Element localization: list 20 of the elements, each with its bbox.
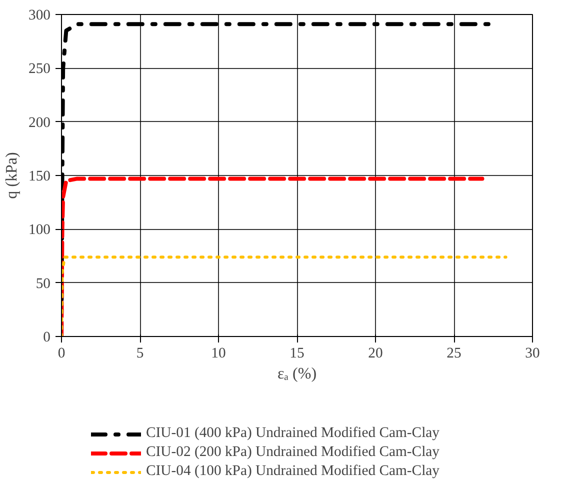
y-axis-title: q (kPa) [4, 152, 21, 199]
y-tick-label: 300 [28, 8, 50, 24]
line-series [62, 176, 484, 336]
legend-label: CIU-02 (200 kPa) Undrained Modified Cam-Clay [146, 444, 440, 461]
y-tick-label: 200 [28, 114, 50, 131]
x-tick-label: 25 [446, 346, 462, 362]
x-tick-label: 10 [211, 346, 226, 362]
y-tick-label: 150 [28, 168, 50, 184]
y-tick-label: 100 [28, 222, 50, 238]
legend-label: CIU-04 (100 kPa) Undrained Modified Cam-Clay [146, 463, 440, 480]
y-tick-label: 0 [43, 330, 50, 346]
x-tick-label: 30 [525, 346, 540, 362]
x-tick-label: 5 [136, 346, 144, 362]
y-tick-label: 50 [36, 276, 50, 292]
y-tick-label: 250 [28, 61, 50, 78]
legend-label: CIU-01 (400 kPa) Undrained Modified Cam-Clay [146, 425, 440, 442]
x-tick-label: 0 [58, 346, 66, 362]
x-tick-label: 20 [368, 346, 383, 362]
x-axis-title: εₐ (%) [277, 366, 317, 382]
x-tick-label: 15 [290, 346, 304, 362]
